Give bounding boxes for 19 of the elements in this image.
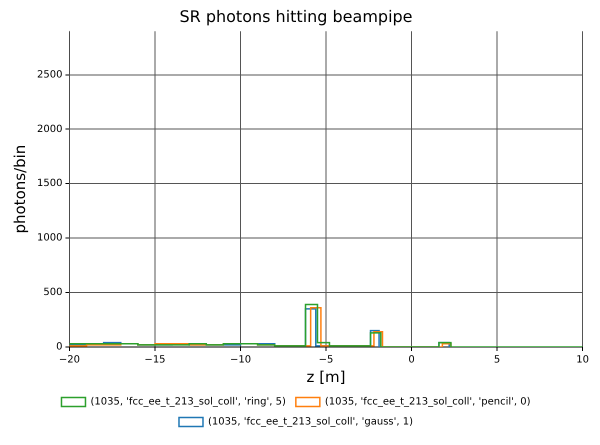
x-axis-title: z [m] xyxy=(306,368,346,386)
y-tick-label: 500 xyxy=(43,287,62,298)
x-tick-label: 5 xyxy=(494,354,500,366)
y-tick-label: 1000 xyxy=(36,232,62,244)
x-tick-label: 10 xyxy=(576,354,590,366)
y-axis-title: photons/bin xyxy=(10,144,29,234)
x-tick-label: −10 xyxy=(230,354,252,366)
y-tick-label: 0 xyxy=(56,342,62,353)
legend-label: (1035, 'fcc_ee_t_213_sol_coll', 'gauss', 1) xyxy=(208,416,414,428)
legend-label: (1035, 'fcc_ee_t_213_sol_coll', 'ring', 5) xyxy=(90,396,286,408)
legend-label: (1035, 'fcc_ee_t_213_sol_coll', 'pencil', 0) xyxy=(324,396,531,408)
y-tick-label: 1500 xyxy=(36,178,62,190)
x-tick-label: −5 xyxy=(318,354,334,366)
chart-title: SR photons hitting beampipe xyxy=(179,6,413,26)
x-tick-label: −20 xyxy=(58,354,80,366)
x-tick-label: 0 xyxy=(408,354,415,366)
x-tick-label: −15 xyxy=(144,354,166,366)
y-tick-label: 2000 xyxy=(36,124,62,135)
y-tick-label: 2500 xyxy=(36,69,62,80)
